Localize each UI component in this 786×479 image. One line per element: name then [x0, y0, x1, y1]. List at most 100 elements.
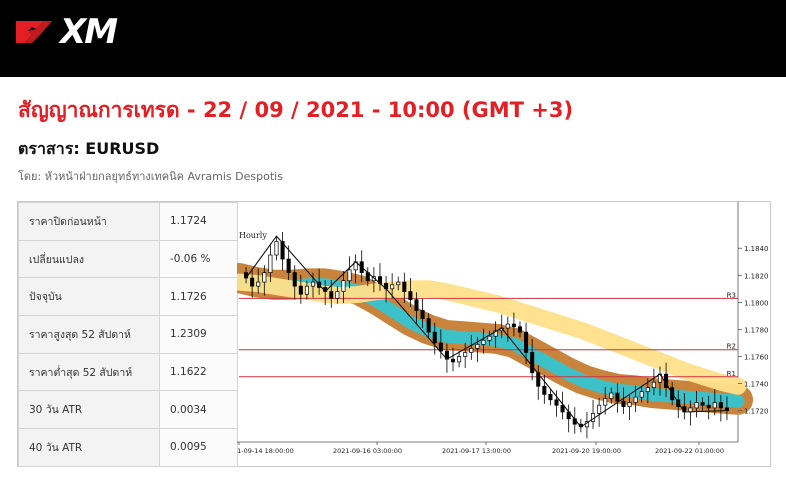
candle-up	[645, 387, 650, 393]
level-label-r2: R2	[727, 343, 736, 351]
candle-up	[597, 404, 602, 414]
table-row: ราคาสูงสุด 52 สัปดาห์ 1.2309	[18, 315, 238, 354]
candle-up	[633, 396, 638, 403]
candle-up	[341, 280, 346, 292]
x-tick-label: 2021-09-22 01:00:00	[655, 447, 724, 455]
candle-down	[420, 310, 425, 319]
candle-up	[493, 330, 498, 337]
y-tick-label: 1.1780	[744, 326, 769, 334]
page-title: สัญญาณการเทรด - 22 / 09 / 2021 - 10:00 (…	[18, 98, 574, 122]
candle-up	[310, 281, 316, 287]
xm-logo-text: XM	[60, 12, 118, 52]
stat-value: 1.2309	[159, 315, 238, 354]
candle-up	[603, 398, 608, 406]
candle-down	[536, 372, 541, 387]
stat-value: 1.1724	[159, 202, 238, 241]
stat-label: 40 วัน ATR	[18, 428, 160, 467]
signal-panel: ราคาปิดก่อนหน้า 1.1724 เปลี่ยนแปลง -0.06…	[17, 201, 771, 467]
price-chart: Hourly R3 R2 R1 1.1720 1.1740 1.1760 1.1780 1.18…	[237, 202, 769, 455]
stat-label: ราคาปิดก่อนหน้า	[18, 202, 160, 241]
candle-down	[438, 342, 443, 352]
candle-up	[274, 241, 279, 256]
instrument-label: ตราสาร: EURUSD	[18, 139, 160, 158]
candle-down	[542, 385, 547, 395]
candle-up	[335, 291, 340, 299]
table-row: 30 วัน ATR 0.0034	[18, 390, 238, 430]
candle-down	[280, 241, 285, 260]
y-tick-label: 1.1760	[744, 354, 769, 362]
candle-down	[530, 352, 535, 374]
level-label-r3: R3	[727, 291, 736, 299]
candle-down	[408, 291, 413, 301]
candle-up	[347, 269, 352, 282]
candle-down	[329, 291, 334, 299]
candle-up	[475, 343, 480, 349]
table-row: เปลี่ยนแปลง -0.06 %	[18, 239, 238, 279]
stats-table: ราคาปิดก่อนหน้า 1.1724 เปลี่ยนแปลง -0.06…	[18, 202, 238, 467]
stat-label: เปลี่ยนแปลง	[18, 239, 160, 279]
x-tick-label: 2021-09-16 03:00:00	[333, 447, 402, 455]
candle-down	[554, 399, 559, 406]
top-bar: XM	[0, 0, 786, 77]
stat-label: ปัจจุบัน	[18, 277, 160, 317]
candle-down	[402, 281, 407, 292]
xm-logo[interactable]: XM	[14, 12, 118, 52]
ma-yellow-band	[237, 273, 747, 395]
candle-down	[615, 392, 620, 402]
candle-up	[304, 285, 309, 295]
candle-up	[463, 352, 468, 357]
candle-down	[292, 272, 297, 287]
candle-down	[450, 358, 456, 363]
y-tick-label: 1.1720	[744, 408, 769, 416]
level-label-r1: R1	[727, 370, 736, 378]
candle-down	[560, 404, 565, 413]
candle-up	[469, 348, 474, 353]
candle-up	[390, 284, 395, 290]
candle-down	[718, 402, 723, 409]
stat-value: 1.1622	[159, 352, 238, 392]
candle-up	[396, 281, 401, 286]
table-row: ราคาปิดก่อนหน้า 1.1724	[18, 202, 238, 241]
table-row: ราคาต่ำสุด 52 สัปดาห์ 1.1622	[18, 352, 238, 392]
candle-up	[457, 356, 462, 363]
candle-down	[432, 331, 437, 344]
stat-label: ราคาต่ำสุด 52 สัปดาห์	[18, 352, 160, 392]
author-line: โดย: หัวหน้าฝ่ายกลยุทธ์ทางเทคนิค Avramis…	[18, 170, 283, 183]
candle-up	[639, 391, 644, 398]
x-tick-label: 2021-09-17 13:00:00	[442, 447, 511, 455]
candle-up	[268, 254, 273, 273]
y-tick-label: 1.1800	[744, 299, 769, 307]
stat-label: ราคาสูงสุด 52 สัปดาห์	[18, 315, 160, 354]
candle-down	[548, 394, 553, 401]
candle-up	[651, 381, 656, 388]
candle-up	[627, 402, 632, 407]
candle-up	[505, 323, 510, 329]
y-tick-label: 1.1820	[744, 272, 769, 280]
candle-up	[712, 402, 717, 409]
stat-value: -0.06 %	[159, 239, 238, 279]
candle-down	[621, 400, 626, 407]
table-row: ปัจจุบัน 1.1726	[18, 277, 238, 317]
candle-up	[256, 281, 261, 287]
candle-down	[286, 258, 291, 273]
candle-down	[426, 318, 431, 333]
zigzag-line	[245, 235, 728, 428]
candle-up	[481, 339, 486, 345]
candle-up	[487, 335, 492, 341]
y-tick-label: 1.1740	[744, 381, 769, 389]
stat-value: 1.1726	[159, 277, 238, 317]
y-tick-label: 1.1840	[744, 245, 769, 253]
candle-up	[694, 402, 699, 409]
candle-down	[511, 323, 516, 328]
candle-down	[524, 331, 529, 353]
x-tick-label: 21-09-14 18:00:00	[237, 447, 294, 455]
candle-down	[298, 285, 303, 295]
candle-down	[700, 402, 705, 406]
candle-down	[517, 326, 523, 333]
candle-down	[706, 404, 711, 409]
stat-label: 30 วัน ATR	[18, 390, 160, 430]
stat-value: 0.0095	[159, 428, 238, 467]
candle-up	[609, 392, 614, 399]
timeframe-label: Hourly	[239, 231, 267, 240]
candle-down	[250, 277, 255, 287]
